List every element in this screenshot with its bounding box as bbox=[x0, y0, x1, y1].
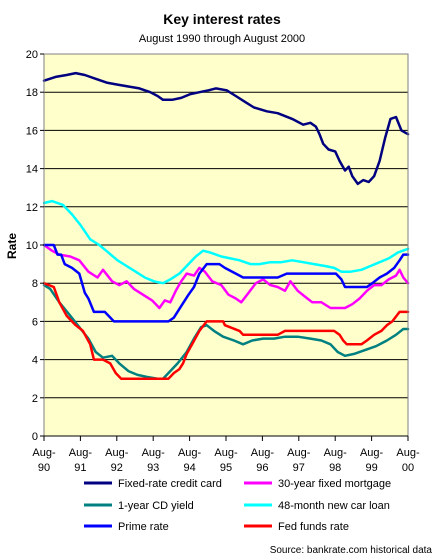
y-tick-label: 18 bbox=[26, 87, 38, 99]
y-tick-label: 6 bbox=[32, 316, 38, 328]
x-tick-label: Aug- bbox=[69, 447, 93, 459]
chart-title: Key interest rates bbox=[163, 11, 281, 27]
x-tick-label: Aug- bbox=[214, 447, 238, 459]
y-tick-label: 14 bbox=[26, 164, 38, 176]
y-tick-label: 2 bbox=[32, 393, 38, 405]
x-tick-label: 94 bbox=[183, 462, 195, 474]
series-line bbox=[42, 71, 410, 186]
y-tick-label: 12 bbox=[26, 202, 38, 214]
series-line bbox=[42, 243, 410, 310]
chart-subtitle: August 1990 through August 2000 bbox=[139, 33, 305, 45]
y-tick-label: 8 bbox=[32, 278, 38, 290]
series-line bbox=[42, 283, 410, 380]
y-axis: 0 2 4 6 8 10 12 14 16 18 20 bbox=[26, 49, 44, 443]
x-axis: Aug- 90 Aug- 91 Aug- 92 Aug- 93 Aug- 94 Aug- 95 Aug-… bbox=[32, 435, 420, 474]
series-line bbox=[42, 199, 410, 285]
x-tick-label: Aug- bbox=[142, 447, 166, 459]
x-tick-label: Aug- bbox=[287, 447, 311, 459]
y-axis-label: Rate bbox=[5, 233, 19, 259]
x-tick-label: 90 bbox=[38, 462, 50, 474]
y-tick-label: 4 bbox=[32, 355, 38, 367]
y-tick-label: 20 bbox=[26, 49, 38, 61]
legend-label: Fed funds rate bbox=[278, 521, 349, 533]
legend-label: Fixed-rate credit card bbox=[118, 478, 222, 490]
x-tick-label: 96 bbox=[256, 462, 268, 474]
legend-label: 1-year CD yield bbox=[118, 500, 194, 512]
x-tick-label: 97 bbox=[293, 462, 305, 474]
x-tick-label: Aug- bbox=[324, 447, 348, 459]
x-tick-label: Aug- bbox=[178, 447, 202, 459]
x-tick-label: 92 bbox=[111, 462, 123, 474]
y-tick-label: 16 bbox=[26, 125, 38, 137]
x-tick-label: 93 bbox=[147, 462, 159, 474]
x-tick-label: Aug- bbox=[251, 447, 275, 459]
x-tick-label: Aug- bbox=[105, 447, 129, 459]
x-tick-label: Aug- bbox=[32, 447, 56, 459]
legend-label: Prime rate bbox=[118, 521, 169, 533]
y-tick-label: 10 bbox=[26, 240, 38, 252]
legend-label: 30-year fixed mortgage bbox=[278, 478, 391, 490]
series-line bbox=[42, 281, 410, 380]
x-tick-label: 99 bbox=[365, 462, 377, 474]
x-tick-label: 95 bbox=[220, 462, 232, 474]
source-note: Source: bankrate.com historical data bbox=[270, 545, 433, 556]
y-tick-label: 0 bbox=[32, 431, 38, 443]
x-tick-label: 00 bbox=[402, 462, 414, 474]
series-line bbox=[42, 243, 410, 323]
x-tick-label: Aug- bbox=[360, 447, 384, 459]
x-tick-label: Aug- bbox=[396, 447, 420, 459]
x-tick-label: 98 bbox=[329, 462, 341, 474]
x-tick-label: 91 bbox=[74, 462, 86, 474]
legend-label: 48-month new car loan bbox=[278, 500, 390, 512]
series-lines bbox=[42, 71, 410, 380]
legend: Fixed-rate credit card 30-year fixed mort… bbox=[84, 478, 391, 533]
